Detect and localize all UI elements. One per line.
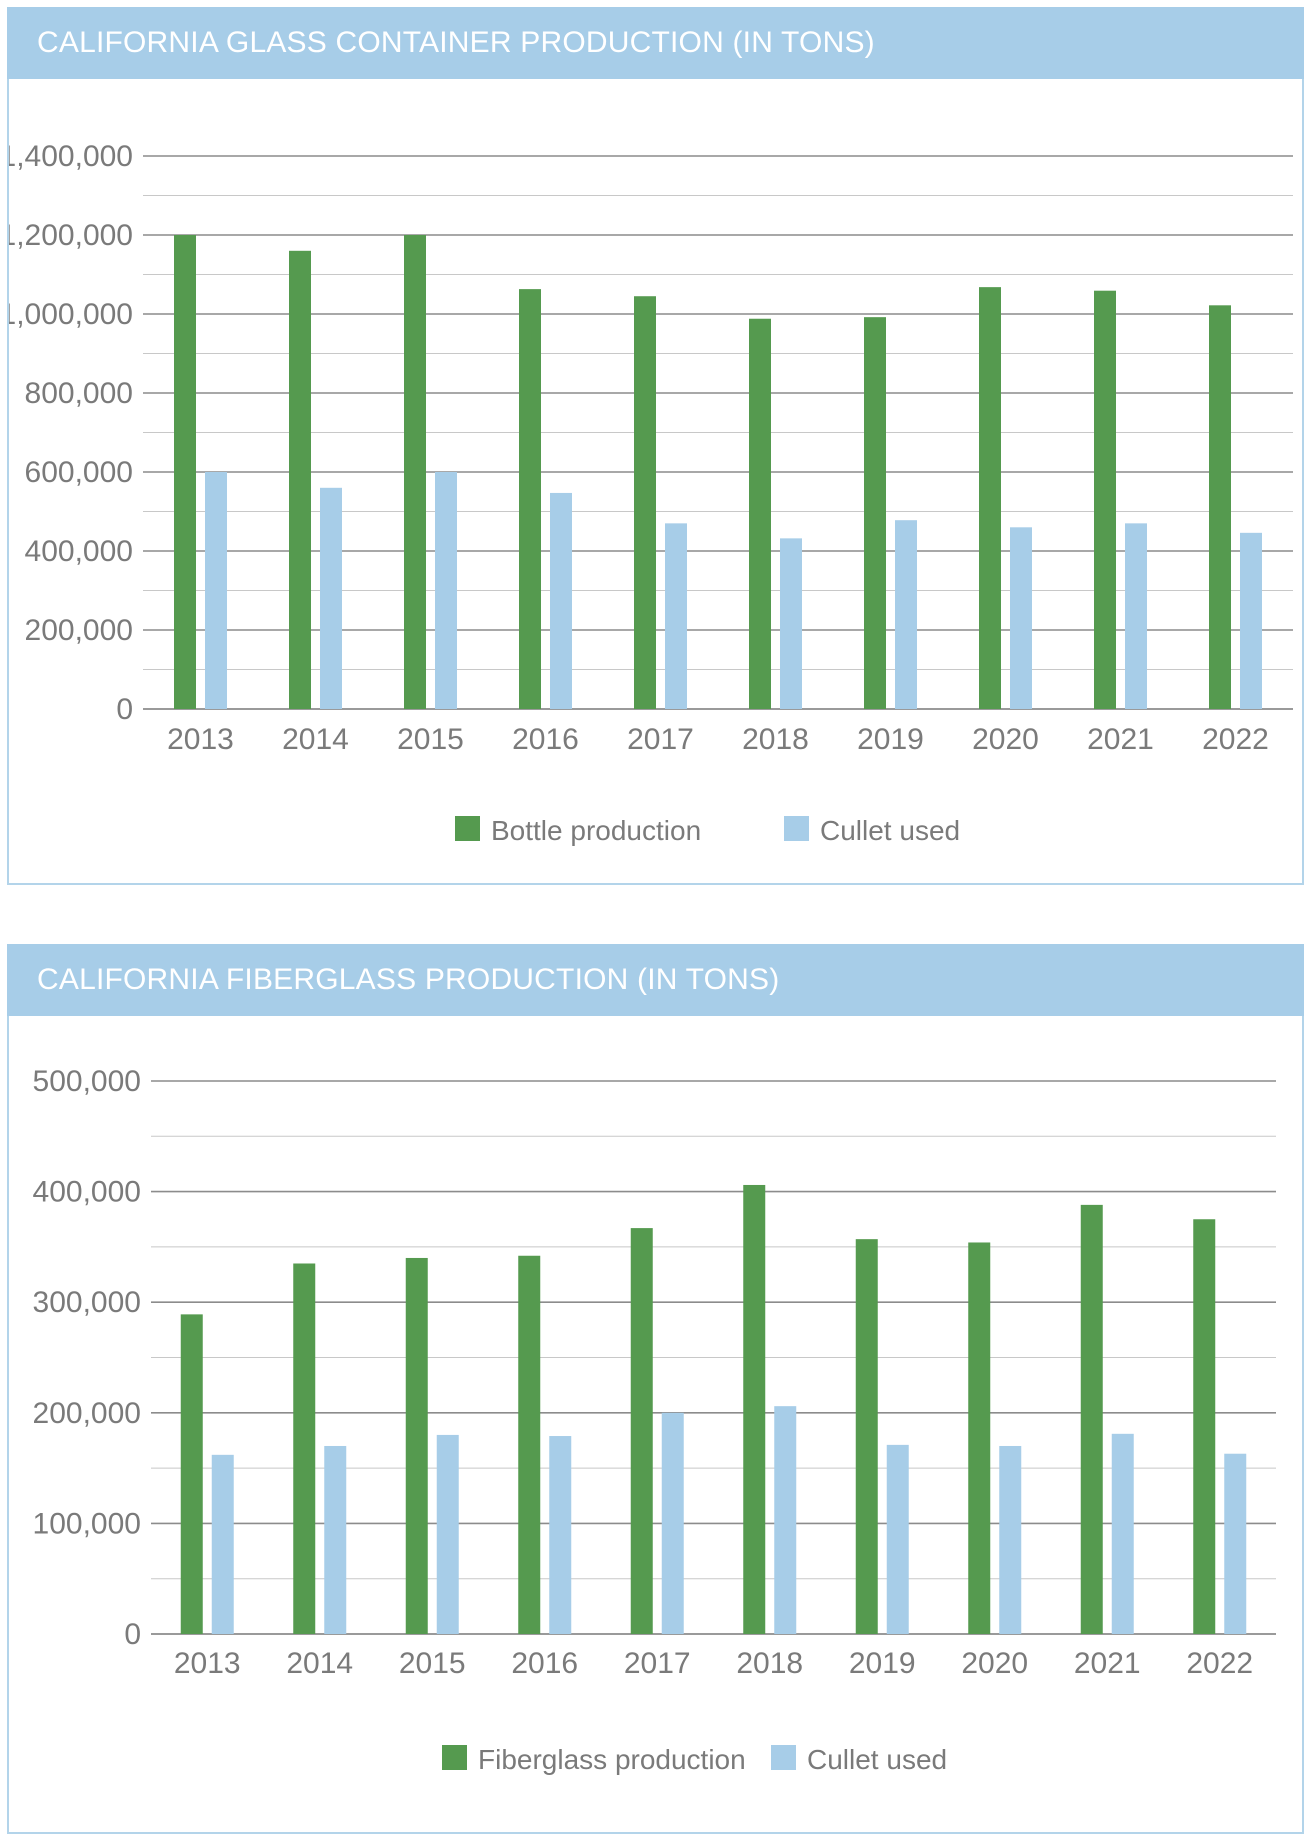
cullet-bar-2020	[1010, 527, 1032, 709]
legend: Bottle production Cullet used	[455, 815, 960, 846]
x-tick-label-2018: 2018	[736, 1647, 803, 1680]
legend-swatch-cullet	[784, 816, 809, 841]
legend-swatch-production	[455, 816, 480, 841]
legend-swatch-cullet	[771, 1745, 796, 1770]
x-tick-label-2022: 2022	[1202, 723, 1269, 756]
fiberglass-chart-panel: CALIFORNIA FIBERGLASS PRODUCTION (IN TON…	[7, 944, 1304, 1834]
production-bar-2016	[519, 289, 541, 709]
x-tick-label-2015: 2015	[399, 1647, 466, 1680]
cullet-bar-2021	[1111, 1433, 1134, 1634]
y-tick-label: 200,000	[33, 1397, 141, 1430]
legend: Fiberglass production Cullet used	[442, 1744, 947, 1775]
cullet-bar-2018	[780, 538, 802, 709]
x-tick-label-2013: 2013	[174, 1647, 241, 1680]
production-bar-2019	[864, 317, 886, 709]
x-tick-label-2015: 2015	[397, 723, 464, 756]
bars: 2013 2014 2015 2016 2017 2018 2019 2020 2021 2022	[167, 235, 1269, 756]
cullet-bar-2020	[999, 1445, 1022, 1634]
production-bar-2013	[174, 235, 196, 709]
y-tick-label: 1,400,000	[9, 140, 133, 173]
legend-swatch-production	[442, 1745, 467, 1770]
cullet-bar-2015	[435, 472, 457, 709]
y-tick-label: 800,000	[25, 377, 133, 410]
cullet-bar-2022	[1224, 1453, 1247, 1634]
y-tick-label: 600,000	[25, 456, 133, 489]
x-tick-label-2019: 2019	[849, 1647, 916, 1680]
x-tick-label-2021: 2021	[1074, 1647, 1141, 1680]
production-bar-2013	[180, 1314, 203, 1634]
x-tick-label-2013: 2013	[167, 723, 234, 756]
cullet-bar-2018	[774, 1406, 797, 1634]
x-tick-label-2016: 2016	[512, 723, 579, 756]
cullet-bar-2014	[324, 1445, 347, 1634]
y-tick-label: 400,000	[33, 1176, 141, 1209]
cullet-bar-2019	[886, 1444, 909, 1634]
x-tick-label-2021: 2021	[1087, 723, 1154, 756]
y-tick-label: 300,000	[33, 1286, 141, 1319]
chart-title: CALIFORNIA FIBERGLASS PRODUCTION (IN TON…	[7, 944, 1304, 1016]
legend-label-cullet: Cullet used	[807, 1744, 947, 1775]
y-tick-label: 1,000,000	[9, 298, 133, 331]
bars: 2013 2014 2015 2016 2017 2018 2019 2020 2021 2022	[174, 1184, 1253, 1680]
x-tick-label-2016: 2016	[511, 1647, 578, 1680]
glass-container-bar-chart: 0 200,000 400,000 600,000 800,000 1,000,000 1,…	[9, 140, 1293, 846]
x-tick-label-2020: 2020	[972, 723, 1039, 756]
production-bar-2020	[979, 287, 1001, 709]
production-bar-2017	[634, 296, 656, 709]
production-bar-2022	[1193, 1219, 1216, 1634]
x-tick-label-2020: 2020	[961, 1647, 1028, 1680]
production-bar-2014	[289, 250, 311, 710]
production-bar-2016	[518, 1255, 541, 1634]
legend-label-cullet: Cullet used	[820, 815, 960, 846]
y-tick-label: 1,200,000	[9, 219, 133, 252]
legend-label-production: Fiberglass production	[478, 1744, 746, 1775]
x-tick-label-2017: 2017	[624, 1647, 691, 1680]
cullet-bar-2021	[1125, 523, 1147, 709]
y-tick-label: 0	[124, 1618, 141, 1651]
x-tick-label-2018: 2018	[742, 723, 809, 756]
y-tick-label: 200,000	[25, 614, 133, 647]
glass-container-chart-panel: CALIFORNIA GLASS CONTAINER PRODUCTION (I…	[7, 7, 1304, 885]
y-tick-label: 100,000	[33, 1507, 141, 1540]
cullet-bar-2017	[665, 523, 687, 709]
fiberglass-bar-chart: 0 100,000 200,000 300,000 400,000 500,000 2013…	[33, 1065, 1276, 1775]
production-bar-2021	[1080, 1204, 1103, 1634]
cullet-bar-2017	[661, 1412, 684, 1634]
chart-title: CALIFORNIA GLASS CONTAINER PRODUCTION (I…	[7, 7, 1304, 79]
production-bar-2022	[1209, 305, 1231, 709]
production-bar-2014	[293, 1263, 316, 1634]
production-bar-2017	[630, 1228, 653, 1634]
production-bar-2015	[404, 235, 426, 709]
cullet-bar-2013	[205, 472, 227, 709]
production-bar-2018	[743, 1184, 766, 1634]
cullet-bar-2016	[550, 492, 572, 709]
x-tick-label-2014: 2014	[282, 723, 349, 756]
x-tick-label-2022: 2022	[1186, 1647, 1253, 1680]
cullet-bar-2013	[211, 1454, 234, 1634]
production-bar-2021	[1094, 290, 1116, 709]
legend-label-production: Bottle production	[491, 815, 701, 846]
cullet-bar-2022	[1240, 532, 1262, 709]
y-tick-label: 400,000	[25, 535, 133, 568]
cullet-bar-2015	[436, 1434, 459, 1634]
production-bar-2018	[749, 318, 771, 709]
cullet-bar-2019	[895, 520, 917, 709]
y-tick-label: 0	[116, 693, 133, 726]
production-bar-2019	[855, 1239, 878, 1634]
production-bar-2015	[405, 1257, 428, 1634]
x-tick-label-2019: 2019	[857, 723, 924, 756]
cullet-bar-2016	[549, 1436, 572, 1634]
cullet-bar-2014	[320, 487, 342, 709]
x-tick-label-2014: 2014	[286, 1647, 353, 1680]
x-tick-label-2017: 2017	[627, 723, 694, 756]
production-bar-2020	[968, 1242, 991, 1634]
y-tick-label: 500,000	[33, 1065, 141, 1098]
